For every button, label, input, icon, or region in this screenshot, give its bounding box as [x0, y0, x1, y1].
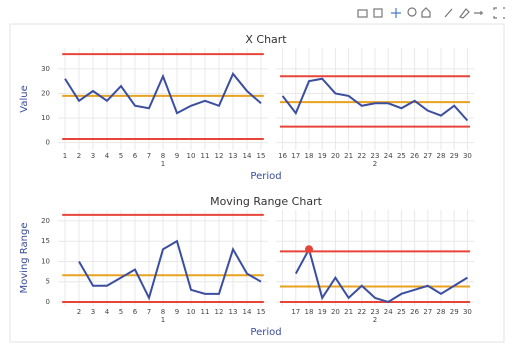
x-tick-label: 8: [161, 308, 165, 316]
x-tick-label: 9: [175, 308, 179, 316]
x-tick-label: 4: [105, 308, 110, 316]
y-axis-label: Moving Range: [19, 222, 30, 293]
y-axis-label: Value: [19, 85, 30, 112]
pan-icon[interactable]: [391, 8, 401, 18]
x-tick-label: 22: [357, 152, 366, 160]
x-tick-label: 24: [384, 152, 393, 160]
x-tick-label: 9: [175, 152, 179, 160]
x-tick-label: 26: [410, 152, 419, 160]
x-tick-label: 14: [243, 308, 252, 316]
zoom-in-icon[interactable]: [407, 7, 417, 17]
out-of-control-point: [305, 245, 313, 254]
x-tick-label: 12: [215, 152, 224, 160]
x-tick-label: 10: [187, 308, 196, 316]
x-tick-label: 7: [147, 308, 151, 316]
draw-line-icon[interactable]: [444, 8, 453, 18]
group-label: 2: [373, 160, 377, 168]
x-tick-label: 16: [278, 152, 287, 160]
x-tick-label: 23: [371, 308, 380, 316]
x-tick-label: 6: [133, 308, 138, 316]
group-label: 2: [373, 316, 377, 324]
home-icon[interactable]: [421, 7, 431, 18]
x-tick-label: 18: [305, 152, 314, 160]
x-tick-label: 19: [318, 308, 327, 316]
x-axis-label: Period: [250, 171, 281, 182]
x-tick-label: 13: [229, 152, 238, 160]
data-line: [294, 246, 468, 304]
x-tick-label: 26: [410, 308, 419, 316]
x-tick-label: 7: [147, 152, 151, 160]
x-tick-label: 1: [63, 152, 67, 160]
x-tick-label: 15: [257, 152, 266, 160]
x-tick-label: 21: [344, 152, 353, 160]
camera-icon[interactable]: [357, 9, 368, 18]
x-tick-label: 18: [305, 308, 314, 316]
x-tick-label: 25: [397, 152, 406, 160]
x-tick-label: 2: [77, 152, 81, 160]
y-tick-label: 5: [46, 278, 50, 286]
fullscreen-icon[interactable]: [493, 7, 505, 19]
chart-title: X Chart: [245, 33, 287, 46]
x-tick-label: 3: [91, 308, 95, 316]
x-tick-label: 23: [371, 152, 380, 160]
x-tick-label: 13: [229, 308, 238, 316]
x-tick-label: 4: [105, 152, 110, 160]
x-tick-label: 20: [331, 308, 340, 316]
x-tick-label: 10: [187, 152, 196, 160]
x-tick-label: 28: [437, 152, 446, 160]
chart-title: Moving Range Chart: [210, 195, 323, 208]
data-line: [64, 71, 262, 115]
x-tick-label: 15: [257, 308, 266, 316]
x-tick-label: 22: [357, 308, 366, 316]
y-tick-label: 10: [41, 114, 50, 122]
x-tick-label: 5: [119, 152, 123, 160]
x-tick-label: 29: [450, 152, 459, 160]
x-tick-label: 11: [201, 308, 210, 316]
y-tick-label: 10: [41, 257, 50, 265]
x-tick-label: 17: [291, 152, 300, 160]
x-tick-label: 27: [423, 308, 432, 316]
data-line: [78, 239, 262, 301]
x-tick-label: 12: [215, 308, 224, 316]
group-label: 1: [161, 316, 165, 324]
x-tick-label: 28: [437, 308, 446, 316]
x-tick-label: 14: [243, 152, 252, 160]
x-tick-label: 8: [161, 152, 165, 160]
x-tick-label: 5: [119, 308, 123, 316]
x-tick-label: 20: [331, 152, 340, 160]
x-tick-label: 11: [201, 152, 210, 160]
data-line: [281, 77, 469, 122]
x-tick-label: 30: [463, 152, 472, 160]
y-tick-label: 0: [46, 298, 50, 306]
x-axis-label: Period: [250, 327, 281, 338]
panel: [9, 23, 505, 343]
x-tick-label: 3: [91, 152, 95, 160]
erase-icon[interactable]: [459, 8, 470, 19]
y-tick-label: 20: [41, 89, 50, 97]
x-tick-label: 25: [397, 308, 406, 316]
x-tick-label: 29: [450, 308, 459, 316]
x-tick-label: 30: [463, 308, 472, 316]
toolbar: [357, 7, 505, 19]
x-tick-label: 21: [344, 308, 353, 316]
y-tick-label: 30: [41, 65, 50, 73]
y-tick-label: 15: [41, 237, 50, 245]
x-tick-label: 24: [384, 308, 393, 316]
x-tick-label: 6: [133, 152, 138, 160]
x-tick-label: 17: [291, 308, 300, 316]
x-tick-label: 19: [318, 152, 327, 160]
spike-icon[interactable]: [474, 11, 483, 15]
y-tick-label: 0: [46, 139, 50, 147]
zoom-icon[interactable]: [373, 8, 383, 18]
group-label: 1: [161, 160, 165, 168]
y-tick-label: 20: [41, 217, 50, 225]
x-tick-label: 2: [77, 308, 81, 316]
x-tick-label: 27: [423, 152, 432, 160]
